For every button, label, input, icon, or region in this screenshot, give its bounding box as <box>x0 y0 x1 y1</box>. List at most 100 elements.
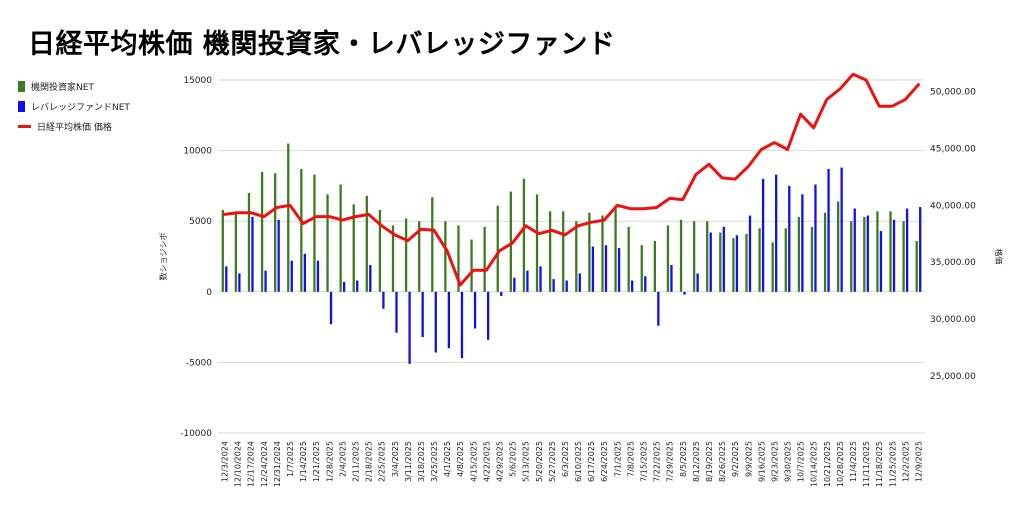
x-tick-label: 2/25/2025 <box>378 441 387 482</box>
leveraged-bar <box>408 291 411 364</box>
x-tick-label: 12/2/2025 <box>901 441 910 482</box>
x-tick-label: 2/4/2025 <box>338 441 347 477</box>
leveraged-bar <box>578 273 581 292</box>
x-tick-label: 7/8/2025 <box>626 441 635 477</box>
x-tick-label: 8/26/2025 <box>718 441 727 482</box>
institutional-bar <box>863 216 866 292</box>
leveraged-bar <box>277 219 280 292</box>
leveraged-bar <box>565 280 568 292</box>
institutional-bar <box>535 194 539 292</box>
x-tick-label: 3/18/2025 <box>417 441 426 482</box>
legend-swatch-nikkei <box>18 124 31 128</box>
institutional-bar <box>274 173 277 292</box>
x-tick-label: 12/9/2025 <box>915 441 924 482</box>
legend-swatch-leveraged <box>18 100 25 112</box>
institutional-bar <box>287 143 290 292</box>
nikkei-line <box>223 72 920 287</box>
x-tick-label: 4/1/2025 <box>443 441 452 477</box>
leveraged-bar <box>788 185 791 292</box>
leveraged-bar <box>748 215 752 292</box>
y2-axis-title: 格価 <box>994 249 1004 265</box>
leveraged-bar <box>853 208 856 292</box>
y-tick-label: -10000 <box>180 429 212 439</box>
y-tick-label: -5000 <box>186 358 212 368</box>
x-tick-label: 10/7/2025 <box>797 441 806 482</box>
institutional-bar <box>640 245 643 292</box>
x-tick-label: 3/11/2025 <box>404 441 413 482</box>
institutional-bar <box>588 212 591 292</box>
institutional-bar <box>653 240 657 292</box>
leveraged-bar <box>251 216 254 292</box>
x-tick-label: 11/11/2025 <box>862 441 871 487</box>
institutional-bar <box>823 212 827 292</box>
y-axis-title: 数ショジシボ <box>158 233 168 281</box>
leveraged-bar <box>356 280 359 292</box>
x-tick-label: 9/2/2025 <box>731 441 740 477</box>
leveraged-bar <box>290 260 293 292</box>
y2-tick-label: 50,000.00 <box>930 87 976 97</box>
leveraged-bar <box>801 194 804 292</box>
leveraged-bar <box>644 276 647 292</box>
x-tick-label: 1/28/2025 <box>325 441 334 482</box>
institutional-bar <box>260 171 264 292</box>
institutional-bar <box>810 226 814 292</box>
legend-swatch-institutional <box>18 80 25 92</box>
legend-item-institutional: 機関投資家NET <box>18 76 130 96</box>
x-tick-label: 2/11/2025 <box>352 441 361 482</box>
institutional-bar <box>418 221 421 292</box>
institutional-bar <box>784 228 787 292</box>
institutional-bar <box>378 209 382 292</box>
leveraged-bar <box>486 291 490 340</box>
x-tick-label: 1/14/2025 <box>299 441 308 482</box>
leveraged-bars <box>225 167 922 364</box>
leveraged-bar <box>879 231 883 292</box>
leveraged-bar <box>329 291 333 325</box>
x-axis: 12/3/2024 12/10/2024 12/17/2024 12/24/2024 1… <box>221 441 924 487</box>
institutional-bar <box>483 226 486 292</box>
legend-item-leveraged: レバレッジファンドNET <box>18 96 130 116</box>
x-tick-label: 11/18/2025 <box>875 441 884 487</box>
x-tick-label: 10/21/2025 <box>823 441 832 487</box>
leveraged-bar <box>683 291 686 295</box>
institutional-bar <box>732 238 735 292</box>
x-tick-label: 4/29/2025 <box>496 441 505 482</box>
x-tick-label: 7/1/2025 <box>613 441 622 477</box>
institutional-bar <box>234 211 238 292</box>
institutional-bar <box>797 216 801 292</box>
leveraged-bar <box>500 291 503 297</box>
leveraged-bar <box>513 277 516 292</box>
leveraged-bar <box>722 226 725 292</box>
y2-tick-label: 35,000.00 <box>930 258 976 268</box>
institutional-bar <box>889 211 892 292</box>
right-axis: 50,000.00 45,000.00 40,000.00 35,000.00 30,0… <box>930 87 1004 382</box>
x-tick-label: 3/4/2025 <box>391 441 400 477</box>
institutional-bar <box>771 242 774 292</box>
leveraged-bar <box>827 168 830 292</box>
institutional-bar <box>902 221 905 292</box>
leveraged-bar <box>316 260 320 292</box>
institutional-bar <box>247 192 251 292</box>
institutional-bar <box>850 221 853 292</box>
x-tick-label: 8/12/2025 <box>692 441 701 482</box>
institutional-bar <box>915 240 918 292</box>
x-tick-label: 5/27/2025 <box>548 441 557 482</box>
leveraged-bar <box>814 184 817 292</box>
leveraged-bar <box>539 266 542 292</box>
x-tick-label: 1/21/2025 <box>312 441 321 482</box>
x-tick-label: 12/31/2024 <box>273 441 282 487</box>
leveraged-bar <box>709 232 712 292</box>
y2-tick-label: 45,000.00 <box>930 144 976 154</box>
nikkei-line-layer <box>223 72 920 287</box>
leveraged-bar <box>696 273 699 292</box>
institutional-bar <box>444 221 447 292</box>
leveraged-bar <box>342 281 346 292</box>
institutional-bar <box>457 225 460 292</box>
institutional-bars <box>221 143 918 292</box>
institutional-bar <box>601 215 604 292</box>
leveraged-bar <box>421 291 424 337</box>
institutional-bar <box>836 201 840 292</box>
x-tick-label: 5/6/2025 <box>509 441 518 477</box>
institutional-bar <box>496 205 499 292</box>
leveraged-bar <box>840 167 843 292</box>
